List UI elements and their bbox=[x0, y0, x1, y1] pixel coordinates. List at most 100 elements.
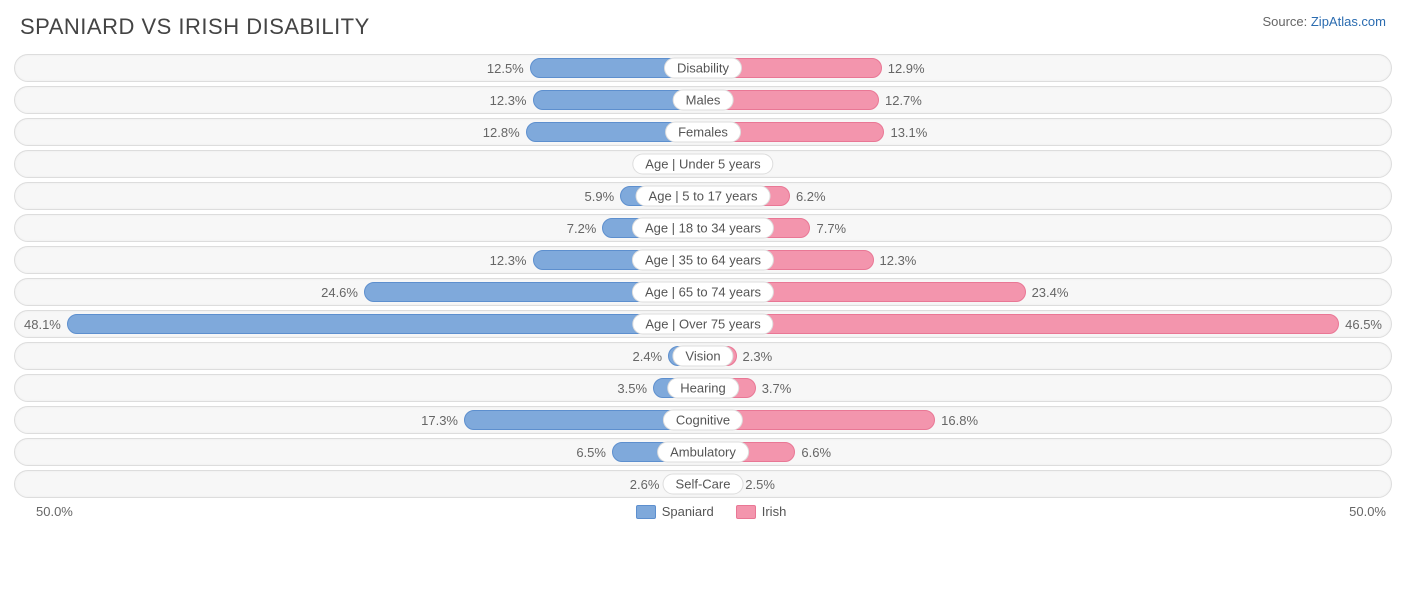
chart-row: 24.6% 23.4% Age | 65 to 74 years bbox=[14, 278, 1392, 306]
right-value: 12.9% bbox=[882, 61, 931, 76]
left-half: 2.4% bbox=[18, 342, 703, 370]
right-value: 3.7% bbox=[756, 381, 798, 396]
left-half: 24.6% bbox=[18, 278, 703, 306]
chart-row: 48.1% 46.5% Age | Over 75 years bbox=[14, 310, 1392, 338]
chart-row: 6.5% 6.6% Ambulatory bbox=[14, 438, 1392, 466]
right-value: 2.5% bbox=[739, 477, 781, 492]
right-value: 12.7% bbox=[879, 93, 928, 108]
right-half: 6.2% bbox=[703, 182, 1388, 210]
left-half: 5.9% bbox=[18, 182, 703, 210]
right-half: 12.7% bbox=[703, 86, 1388, 114]
left-half: 3.5% bbox=[18, 374, 703, 402]
row-label-pill: Disability bbox=[664, 58, 742, 79]
right-value: 23.4% bbox=[1026, 285, 1075, 300]
chart-header: SPANIARD VS IRISH DISABILITY Source: Zip… bbox=[14, 10, 1392, 54]
left-half: 12.5% bbox=[18, 54, 703, 82]
right-half: 2.5% bbox=[703, 470, 1388, 498]
right-value: 6.6% bbox=[795, 445, 837, 460]
axis-right-max: 50.0% bbox=[1349, 504, 1386, 519]
right-value: 16.8% bbox=[935, 413, 984, 428]
legend-item-irish: Irish bbox=[736, 504, 787, 519]
left-value: 17.3% bbox=[415, 413, 464, 428]
chart-row: 17.3% 16.8% Cognitive bbox=[14, 406, 1392, 434]
left-half: 12.3% bbox=[18, 86, 703, 114]
row-label-pill: Hearing bbox=[667, 378, 739, 399]
right-half: 2.3% bbox=[703, 342, 1388, 370]
chart-source: Source: ZipAtlas.com bbox=[1262, 14, 1386, 29]
row-label-pill: Age | 18 to 34 years bbox=[632, 218, 774, 239]
chart-title: SPANIARD VS IRISH DISABILITY bbox=[20, 14, 370, 40]
row-label-pill: Age | 65 to 74 years bbox=[632, 282, 774, 303]
left-value: 48.1% bbox=[18, 317, 67, 332]
row-label-pill: Cognitive bbox=[663, 410, 743, 431]
chart-legend: Spaniard Irish bbox=[73, 504, 1349, 519]
right-half: 12.3% bbox=[703, 246, 1388, 274]
left-value: 2.4% bbox=[626, 349, 668, 364]
legend-swatch-irish bbox=[736, 505, 756, 519]
source-link[interactable]: ZipAtlas.com bbox=[1311, 14, 1386, 29]
left-value: 6.5% bbox=[570, 445, 612, 460]
legend-label-spaniard: Spaniard bbox=[662, 504, 714, 519]
left-value: 12.8% bbox=[477, 125, 526, 140]
right-half: 3.7% bbox=[703, 374, 1388, 402]
legend-label-irish: Irish bbox=[762, 504, 787, 519]
row-label-pill: Ambulatory bbox=[657, 442, 749, 463]
chart-row: 2.6% 2.5%Self-Care bbox=[14, 470, 1392, 498]
left-half: 2.6% bbox=[18, 470, 703, 498]
left-value: 12.5% bbox=[481, 61, 530, 76]
chart-row: 12.3% 12.7% Males bbox=[14, 86, 1392, 114]
right-value: 12.3% bbox=[874, 253, 923, 268]
axis-left-max: 50.0% bbox=[36, 504, 73, 519]
right-half: 23.4% bbox=[703, 278, 1388, 306]
left-half: 48.1% bbox=[18, 310, 703, 338]
right-half: 7.7% bbox=[703, 214, 1388, 242]
row-label-pill: Age | Under 5 years bbox=[632, 154, 773, 175]
left-value: 5.9% bbox=[579, 189, 621, 204]
right-value: 7.7% bbox=[810, 221, 852, 236]
left-value: 2.6% bbox=[624, 477, 666, 492]
right-value: 13.1% bbox=[884, 125, 933, 140]
left-half: 17.3% bbox=[18, 406, 703, 434]
left-bar bbox=[67, 314, 701, 334]
chart-row: 2.4% 2.3% Vision bbox=[14, 342, 1392, 370]
chart-row: 12.8% 13.1% Females bbox=[14, 118, 1392, 146]
right-half: 1.7% bbox=[703, 150, 1388, 178]
row-label-pill: Males bbox=[673, 90, 734, 111]
chart-row: 5.9% 6.2% Age | 5 to 17 years bbox=[14, 182, 1392, 210]
right-value: 46.5% bbox=[1339, 317, 1388, 332]
right-value: 2.3% bbox=[737, 349, 779, 364]
left-half: 7.2% bbox=[18, 214, 703, 242]
right-half: 6.6% bbox=[703, 438, 1388, 466]
row-label-pill: Age | 35 to 64 years bbox=[632, 250, 774, 271]
row-label-pill: Vision bbox=[672, 346, 733, 367]
chart-row: 1.4%1.7%Age | Under 5 years bbox=[14, 150, 1392, 178]
right-bar bbox=[705, 314, 1339, 334]
left-value: 7.2% bbox=[561, 221, 603, 236]
right-value: 6.2% bbox=[790, 189, 832, 204]
chart-footer: 50.0% Spaniard Irish 50.0% bbox=[14, 504, 1392, 519]
row-label-pill: Self-Care bbox=[663, 474, 744, 495]
right-half: 16.8% bbox=[703, 406, 1388, 434]
chart-row: 7.2% 7.7% Age | 18 to 34 years bbox=[14, 214, 1392, 242]
chart-container: SPANIARD VS IRISH DISABILITY Source: Zip… bbox=[0, 0, 1406, 612]
row-label-pill: Age | 5 to 17 years bbox=[636, 186, 771, 207]
left-half: 6.5% bbox=[18, 438, 703, 466]
diverging-bar-chart: 12.5% 12.9% Disability 12.3% 12.7% Males 12.8%… bbox=[14, 54, 1392, 498]
right-half: 12.9% bbox=[703, 54, 1388, 82]
left-value: 12.3% bbox=[484, 93, 533, 108]
legend-swatch-spaniard bbox=[636, 505, 656, 519]
chart-row: 12.3% 12.3% Age | 35 to 64 years bbox=[14, 246, 1392, 274]
chart-row: 12.5% 12.9% Disability bbox=[14, 54, 1392, 82]
chart-row: 3.5% 3.7% Hearing bbox=[14, 374, 1392, 402]
right-half: 13.1% bbox=[703, 118, 1388, 146]
row-label-pill: Age | Over 75 years bbox=[632, 314, 773, 335]
left-value: 3.5% bbox=[611, 381, 653, 396]
left-half: 12.8% bbox=[18, 118, 703, 146]
right-half: 46.5% bbox=[703, 310, 1388, 338]
source-prefix: Source: bbox=[1262, 14, 1310, 29]
legend-item-spaniard: Spaniard bbox=[636, 504, 714, 519]
left-value: 12.3% bbox=[484, 253, 533, 268]
left-half: 1.4% bbox=[18, 150, 703, 178]
row-label-pill: Females bbox=[665, 122, 741, 143]
left-value: 24.6% bbox=[315, 285, 364, 300]
